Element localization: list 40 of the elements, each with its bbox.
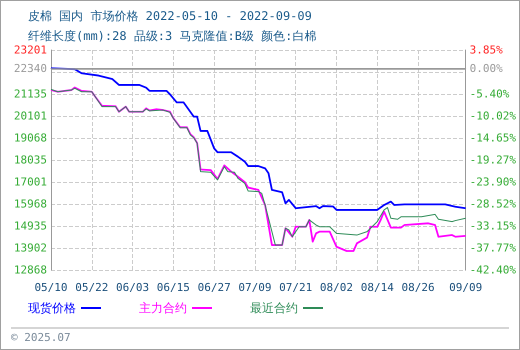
y-tick-label: 15968 xyxy=(14,198,47,210)
y-tick-label: 20101 xyxy=(14,110,47,122)
y2-tick-label: -19.27% xyxy=(470,153,516,166)
y2-tick-label: -5.40% xyxy=(470,88,510,100)
x-tick-label: 05/10 xyxy=(34,281,68,294)
y2-tick-label: -42.40% xyxy=(470,264,516,276)
y-tick-label: 14935 xyxy=(14,219,47,232)
y-tick-label: 21135 xyxy=(14,87,47,100)
y-tick-label: 12868 xyxy=(14,264,47,276)
x-tick-label: 09/09 xyxy=(449,281,482,294)
x-tick-label: 05/22 xyxy=(75,281,108,294)
y2-tick-label: -10.02% xyxy=(470,109,516,122)
chart-title: 皮棉 国内 市场价格 2022-05-10 - 2022-09-09 xyxy=(28,9,312,23)
y-tick-label: 19068 xyxy=(14,131,47,144)
x-tick-label: 06/27 xyxy=(198,281,231,294)
legend-label: 现货价格 xyxy=(28,301,76,315)
legend-label: 主力合约 xyxy=(139,301,187,315)
line-series xyxy=(50,67,467,211)
x-tick-label: 08/26 xyxy=(402,281,435,294)
y2-tick-label: 3.85% xyxy=(470,44,504,56)
y2-tick-label: -28.52% xyxy=(470,197,516,210)
y-tick-label: 13902 xyxy=(14,241,47,254)
x-tick-label: 08/02 xyxy=(320,281,354,294)
y-tick-label: 22340 xyxy=(14,62,47,75)
y-tick-label: 18035 xyxy=(14,153,47,166)
y2-tick-label: -23.90% xyxy=(470,176,516,188)
legend-label: 最近合约 xyxy=(250,301,298,315)
text: © 2025.07 xyxy=(11,331,71,344)
x-tick-label: 06/15 xyxy=(156,281,190,294)
chart-subtitle: 纤维长度(mm):28 品级:3 马克隆值:B级 颜色:白棉 xyxy=(28,29,316,43)
x-tick-label: 06/03 xyxy=(116,281,150,294)
x-tick-label: 07/21 xyxy=(279,281,312,294)
y2-tick-label: -14.65% xyxy=(470,132,516,144)
y-tick-label: 17001 xyxy=(14,176,47,189)
y-tick-label: 23201 xyxy=(14,44,47,56)
y2-tick-label: -33.15% xyxy=(470,220,516,232)
x-tick-label: 07/09 xyxy=(238,281,272,294)
y2-tick-label: -37.77% xyxy=(470,241,516,254)
x-tick-label: 08/14 xyxy=(360,281,394,294)
y2-tick-label: 0.00% xyxy=(470,62,504,75)
